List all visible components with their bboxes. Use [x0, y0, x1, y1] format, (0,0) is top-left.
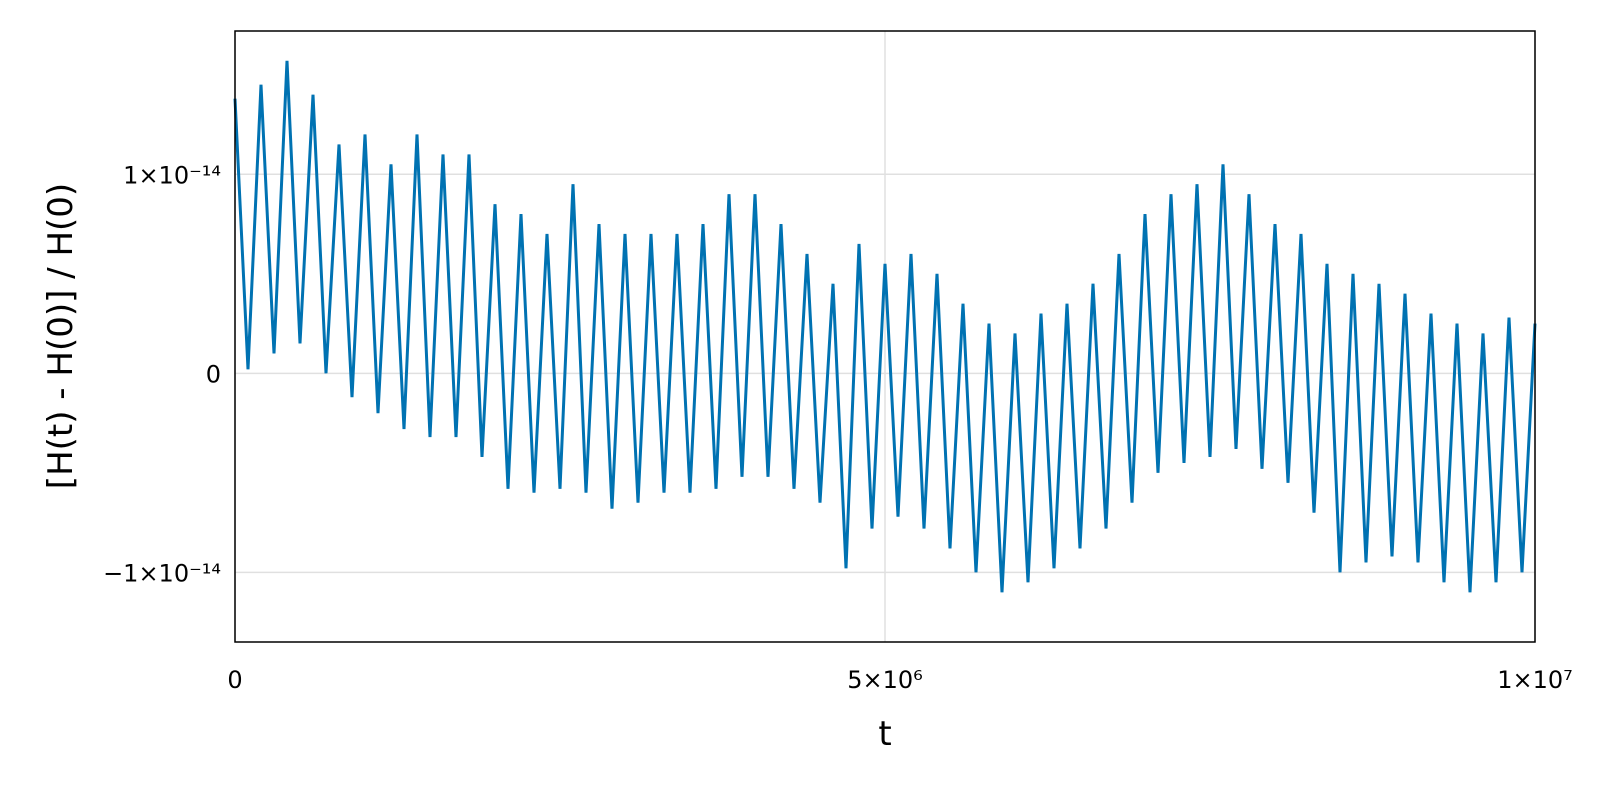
y-tick-label: −1×10⁻¹⁴: [103, 559, 221, 587]
data-line: [233, 60, 1537, 593]
x-tick-label: 0: [227, 666, 242, 694]
y-tick-label: 0: [206, 360, 221, 388]
x-tick-label: 1×10⁷: [1497, 666, 1573, 694]
y-tick-label: 1×10⁻¹⁴: [123, 161, 221, 189]
x-axis-label: t: [878, 714, 891, 754]
x-tick-label: 5×10⁶: [847, 666, 923, 694]
y-axis-label: [H(t) - H(0)] / H(0): [41, 183, 81, 489]
plot-frame: [234, 30, 1536, 643]
